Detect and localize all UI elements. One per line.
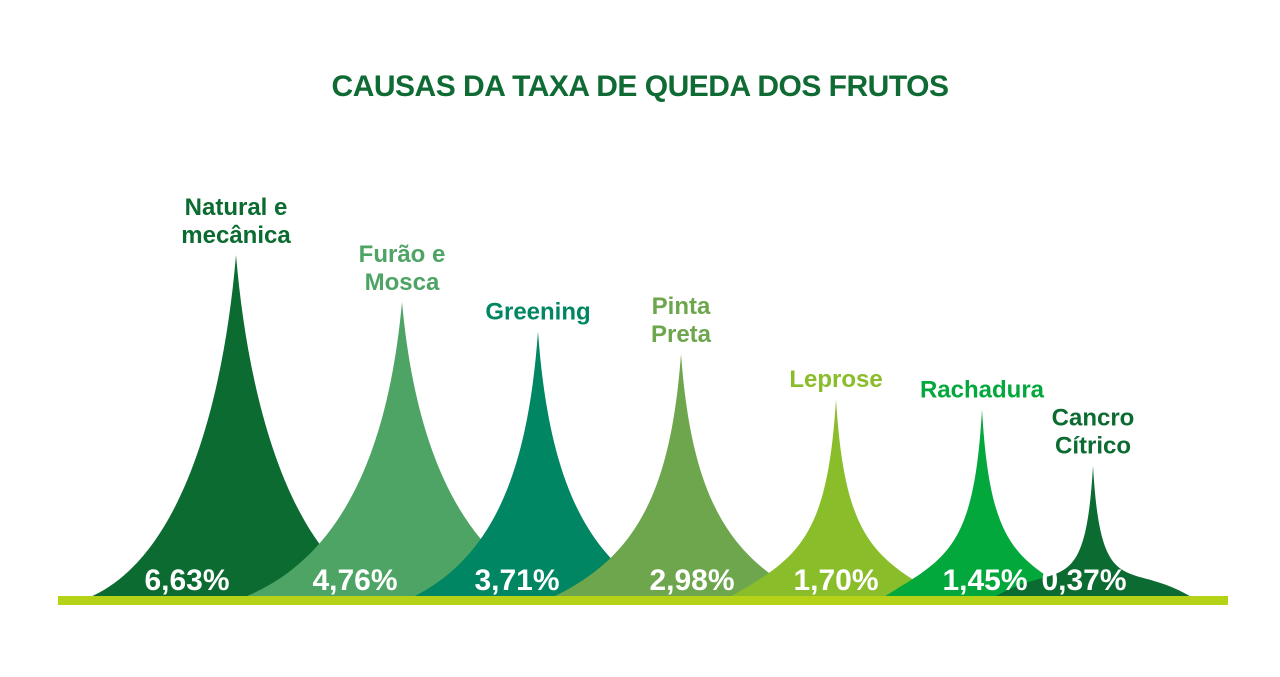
category-label-1: Natural e mecânica bbox=[181, 194, 291, 249]
category-label-4: Pinta Preta bbox=[651, 293, 712, 348]
category-label-line: Preta bbox=[651, 321, 712, 348]
peaks-layer bbox=[88, 255, 1193, 598]
peak-2 bbox=[242, 301, 562, 598]
category-label-line: Greening bbox=[485, 298, 590, 325]
value-label-4: 2,98% bbox=[649, 564, 734, 597]
category-label-line: Mosca bbox=[365, 269, 440, 296]
category-label-line: Pinta bbox=[652, 293, 711, 320]
category-label-line: Natural e bbox=[185, 194, 288, 221]
peak-4 bbox=[551, 353, 811, 598]
value-label-6: 1,45% bbox=[942, 564, 1027, 597]
category-label-line: Rachadura bbox=[920, 376, 1045, 403]
category-label-6: Rachadura bbox=[920, 376, 1045, 403]
value-label-7: 0,37% bbox=[1041, 564, 1126, 597]
category-labels-layer: Natural e mecânica Furão e Mosca Greening Pin… bbox=[181, 194, 1134, 460]
category-label-line: Furão e bbox=[359, 241, 446, 268]
category-label-line: mecânica bbox=[181, 222, 291, 249]
peak-7 bbox=[993, 465, 1193, 598]
peak-3 bbox=[411, 331, 665, 598]
category-label-2: Furão e Mosca bbox=[359, 241, 446, 296]
chart-title: CAUSAS DA TAXA DE QUEDA DOS FRUTOS bbox=[331, 70, 949, 103]
category-label-5: Leprose bbox=[789, 366, 882, 393]
peak-5 bbox=[728, 399, 944, 598]
category-label-3: Greening bbox=[485, 298, 590, 325]
value-labels-layer: 6,63% 4,76% 3,71% 2,98% 1,70% 1,45% 0,37% bbox=[144, 564, 1126, 597]
category-label-line: Cancro bbox=[1052, 405, 1135, 432]
peak-1 bbox=[88, 255, 384, 598]
category-label-7: Cancro Cítrico bbox=[1052, 405, 1135, 460]
value-label-2: 4,76% bbox=[312, 564, 397, 597]
value-label-5: 1,70% bbox=[793, 564, 878, 597]
category-label-line: Leprose bbox=[789, 366, 882, 393]
value-label-3: 3,71% bbox=[474, 564, 559, 597]
value-label-1: 6,63% bbox=[144, 564, 229, 597]
baseline-bar bbox=[58, 596, 1228, 605]
category-label-line: Cítrico bbox=[1055, 433, 1131, 460]
peak-6 bbox=[882, 409, 1082, 598]
